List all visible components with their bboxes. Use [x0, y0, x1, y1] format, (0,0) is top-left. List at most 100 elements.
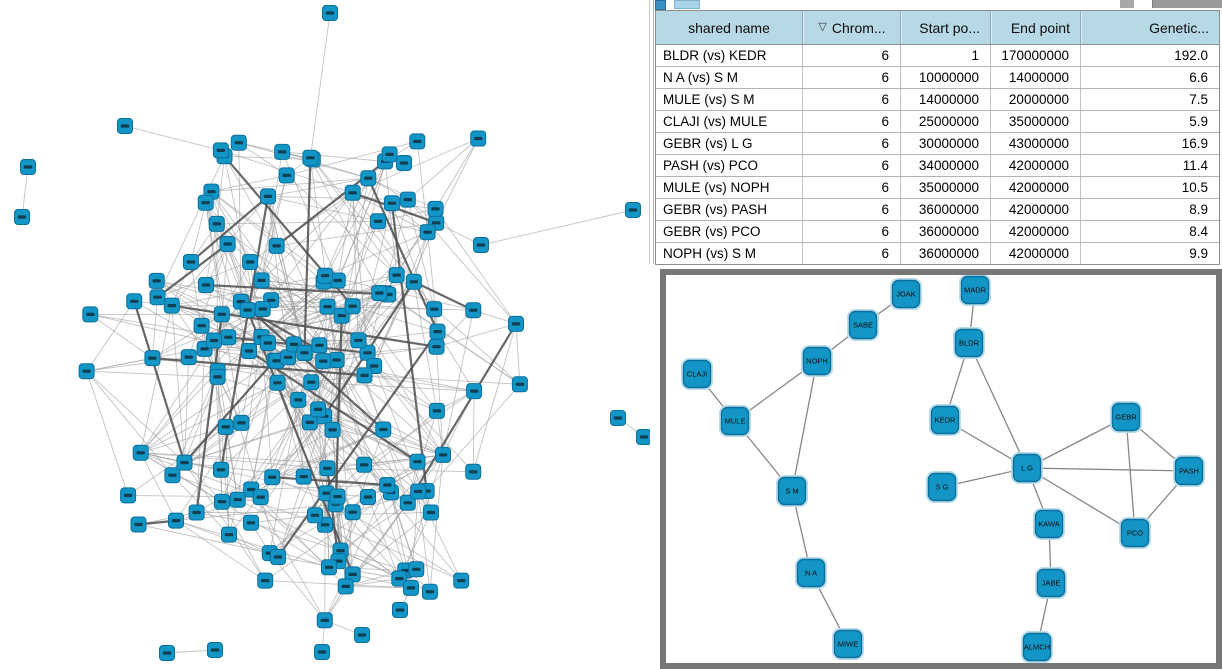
graph-node[interactable] [164, 467, 181, 484]
graph-node[interactable] [310, 401, 327, 418]
graph-node[interactable] [422, 504, 439, 521]
graph-node[interactable] [360, 489, 376, 505]
graph-node[interactable] [219, 236, 236, 252]
graph-edge[interactable] [211, 177, 369, 193]
filtered-network-panel[interactable]: JOAK MADR SABE BLDR NOPH CLAJI GEBR KEDR MULE L G… [660, 269, 1222, 669]
graph-node[interactable] [383, 195, 400, 212]
graph-node[interactable] [242, 254, 259, 270]
graph-edge[interactable] [352, 305, 438, 333]
graph-node[interactable] [217, 418, 234, 435]
graph-edge[interactable] [140, 370, 219, 454]
graph-edge[interactable] [196, 348, 206, 513]
graph-edge[interactable] [90, 314, 153, 359]
graph-node[interactable] [317, 267, 334, 284]
graph-edge[interactable] [271, 375, 365, 478]
graph-edge[interactable] [323, 154, 390, 282]
graph-node[interactable] [356, 456, 373, 473]
graph-node-JABE[interactable]: JABE [1035, 567, 1067, 599]
table-row[interactable]: CLAJI (vs) MULE 6 25000000 35000000 5.9 [656, 111, 1219, 133]
graph-node[interactable] [229, 491, 246, 508]
graph-node[interactable] [399, 494, 416, 511]
graph-node[interactable] [470, 130, 487, 147]
graph-edge[interactable] [205, 202, 337, 361]
graph-edge[interactable] [334, 315, 343, 505]
graph-node[interactable] [405, 273, 422, 290]
graph-node[interactable] [197, 194, 214, 211]
graph-edge[interactable] [352, 192, 359, 341]
graph-node[interactable] [259, 335, 276, 351]
graph-node[interactable] [82, 306, 99, 323]
graph-edge[interactable] [367, 199, 409, 353]
graph-node[interactable] [268, 237, 285, 254]
graph-edge[interactable] [238, 142, 287, 176]
graph-edge[interactable] [436, 323, 517, 348]
graph-edge[interactable] [227, 243, 269, 344]
graph-edge[interactable] [261, 306, 328, 338]
graph-edge[interactable] [324, 231, 428, 277]
graph-node-PCO[interactable]: PCO [1119, 517, 1151, 549]
graph-node[interactable] [370, 213, 386, 230]
graph-node[interactable] [322, 5, 338, 21]
graph-edge[interactable] [184, 357, 190, 463]
graph-node[interactable] [243, 514, 259, 531]
graph-node-L G[interactable]: L G [1011, 452, 1043, 484]
graph-node[interactable] [290, 391, 307, 408]
graph-node-MADR[interactable]: MADR [959, 275, 991, 306]
graph-edge[interactable] [171, 305, 185, 463]
table-row[interactable]: MULE (vs) NOPH 6 35000000 42000000 10.5 [656, 177, 1219, 199]
table-row[interactable]: GEBR (vs) PASH 6 36000000 42000000 8.9 [656, 199, 1219, 221]
graph-node[interactable] [130, 516, 147, 533]
graph-node[interactable] [466, 383, 483, 400]
graph-node[interactable] [302, 149, 319, 166]
graph-node[interactable] [193, 317, 210, 334]
graph-node[interactable] [254, 301, 271, 317]
graph-node[interactable] [610, 410, 626, 426]
graph-edge[interactable] [337, 192, 354, 281]
graph-edge[interactable] [472, 323, 517, 472]
graph-edge[interactable] [237, 336, 262, 500]
graph-node[interactable] [295, 468, 312, 485]
graph-edge[interactable] [220, 469, 330, 568]
graph-edge[interactable] [216, 220, 379, 225]
graph-edge[interactable] [190, 195, 269, 263]
graph-edge[interactable] [312, 159, 398, 276]
main-network-view[interactable] [0, 0, 650, 669]
graph-edge[interactable] [345, 578, 400, 587]
graph-node[interactable] [344, 298, 361, 315]
graph-node[interactable] [264, 469, 281, 486]
graph-node[interactable] [421, 583, 438, 600]
graph-node[interactable] [148, 272, 165, 289]
graph-edge[interactable] [384, 161, 398, 276]
graph-node[interactable] [269, 374, 286, 391]
graph-edge[interactable] [324, 502, 409, 621]
graph-edge-L G-PASH[interactable] [1026, 467, 1190, 472]
graph-node[interactable] [427, 200, 444, 217]
graph-edge[interactable] [322, 360, 392, 493]
graph-edge-GEBR-PCO[interactable] [1125, 416, 1136, 534]
graph-edge[interactable] [373, 365, 444, 456]
graph-edge[interactable] [286, 175, 398, 276]
graph-node-JOAK[interactable]: JOAK [890, 278, 922, 310]
graph-node[interactable] [429, 323, 446, 340]
column-header-shared-name[interactable]: shared name [656, 11, 803, 44]
graph-node-GEBR[interactable]: GEBR [1110, 401, 1142, 433]
graph-edge[interactable] [183, 359, 276, 464]
graph-edge[interactable] [352, 512, 432, 575]
graph-node[interactable] [233, 414, 250, 431]
graph-edge[interactable] [357, 203, 393, 341]
graph-edge[interactable] [324, 275, 474, 311]
graph-node[interactable] [20, 159, 36, 175]
graph-edge[interactable] [314, 512, 431, 516]
graph-edge[interactable] [261, 280, 338, 338]
graph-edge[interactable] [86, 301, 135, 372]
graph-edge[interactable] [323, 360, 475, 392]
graph-edge[interactable] [261, 275, 326, 338]
graph-edge[interactable] [196, 512, 252, 524]
main-network-canvas[interactable] [0, 0, 650, 669]
graph-node[interactable] [241, 343, 258, 359]
graph-edge[interactable] [336, 281, 415, 361]
graph-edge[interactable] [140, 301, 242, 454]
graph-edge[interactable] [248, 350, 419, 463]
graph-node[interactable] [182, 254, 199, 270]
graph-edge[interactable] [86, 370, 173, 476]
